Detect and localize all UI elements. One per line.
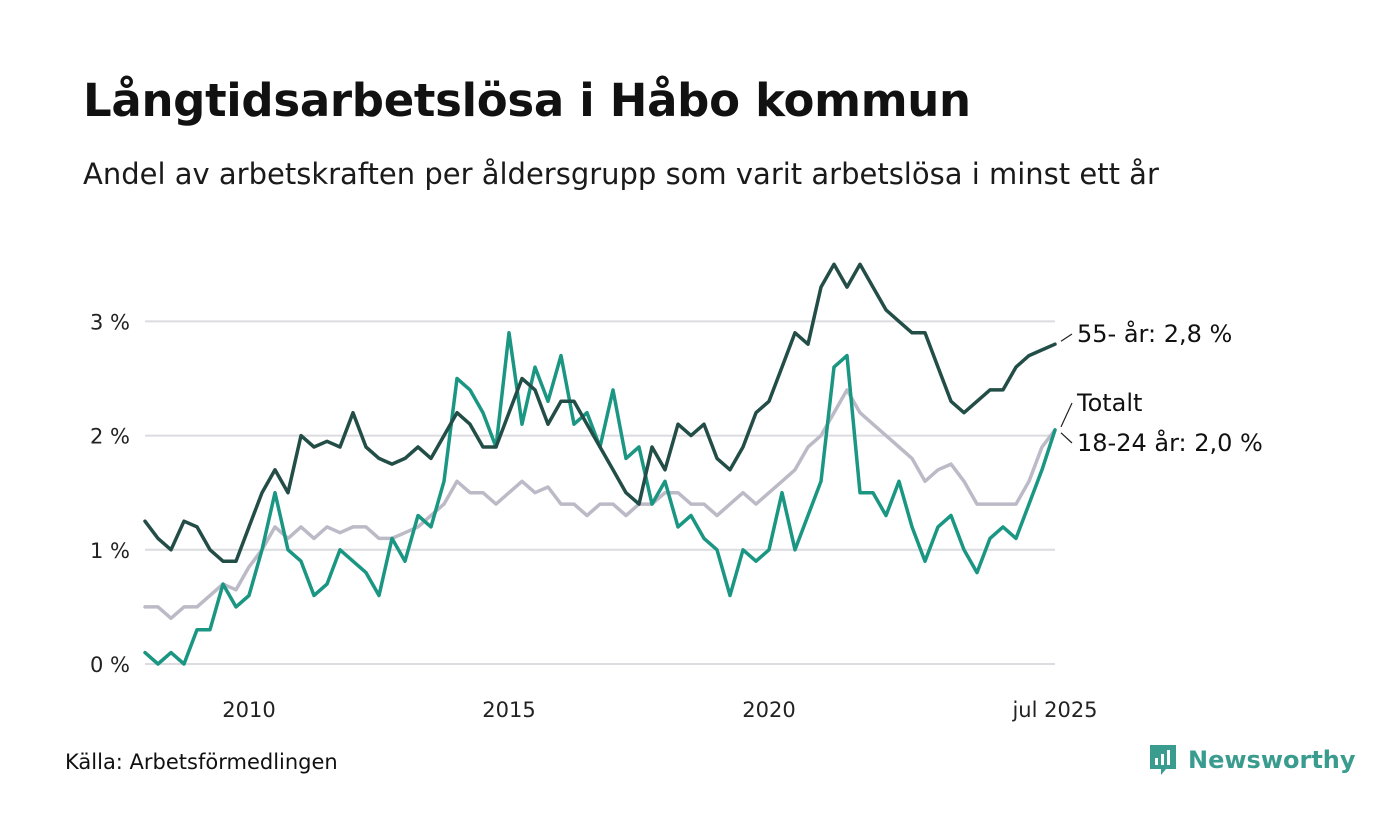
chart-title: Långtidsarbetslösa i Håbo kommun [83,74,971,127]
newsworthy-logo-icon [1150,745,1176,775]
x-tick-label: 2015 [482,698,535,722]
series-end-label: Totalt [1076,389,1142,417]
brand-name: Newsworthy [1188,746,1356,774]
x-tick-label: 2010 [222,698,275,722]
leader-line [1060,333,1073,342]
y-tick-label: 2 % [90,425,130,449]
y-tick-label: 0 % [90,653,130,677]
series-line-2 [143,262,1057,563]
chart-subtitle: Andel av arbetskraften per åldersgrupp s… [83,157,1159,191]
x-tick-label: 2020 [742,698,795,722]
source-note: Källa: Arbetsförmedlingen [65,750,338,774]
x-tick-label: jul 2025 [1011,698,1097,722]
series-line-0 [143,388,1057,621]
y-tick-label: 3 % [90,310,130,334]
leader-line [1060,432,1073,444]
series-line-1 [143,331,1057,666]
series-end-label: 18-24 år: 2,0 % [1077,428,1263,457]
y-tick-label: 1 % [90,539,130,563]
brand-logo: Newsworthy [1148,743,1356,777]
series-end-label: 55- år: 2,8 % [1077,319,1232,348]
line-chart: 0 % 1 % 2 % 3 % 2010 2015 2020 jul 2025 Totalt 18… [90,262,1263,722]
leader-line [1060,402,1073,428]
